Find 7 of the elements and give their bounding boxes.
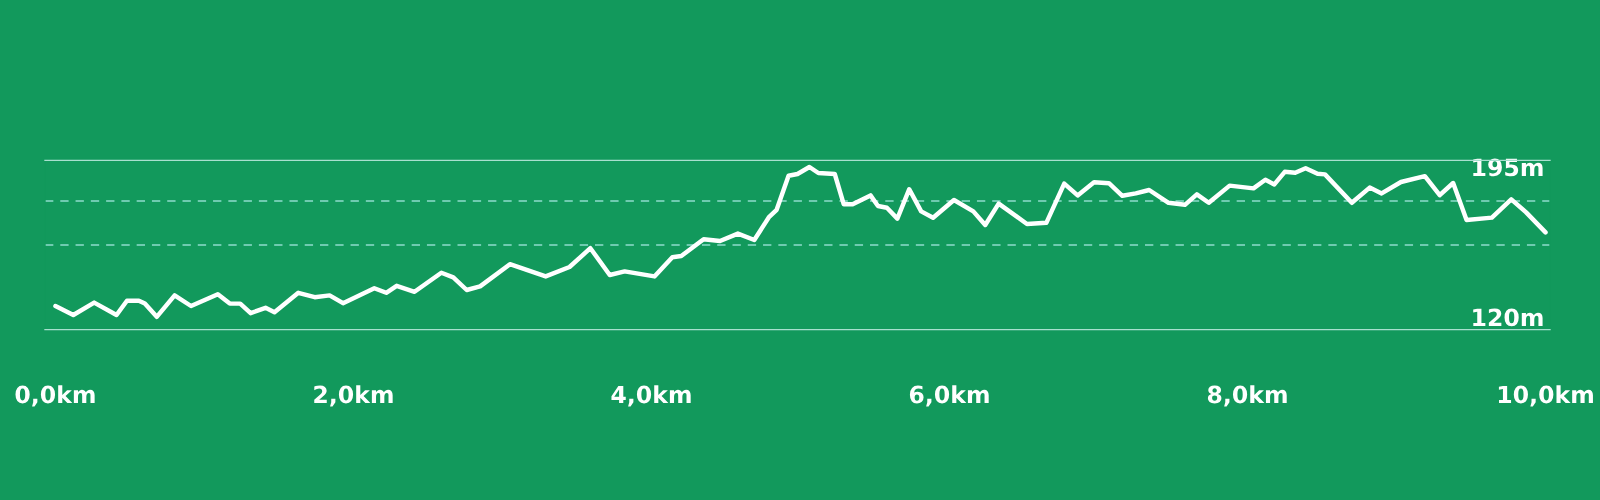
y-tick-label: 120m [1473, 308, 1543, 327]
x-tick-label: 4,0km [611, 385, 691, 407]
x-tick-label: 0,0km [15, 385, 95, 407]
x-tick-label: 2,0km [314, 385, 393, 407]
x-tick-label: 10,0km [1498, 385, 1593, 407]
x-tick-label: 8,0km [1207, 385, 1287, 407]
x-tick-label: 6,0km [909, 385, 989, 407]
